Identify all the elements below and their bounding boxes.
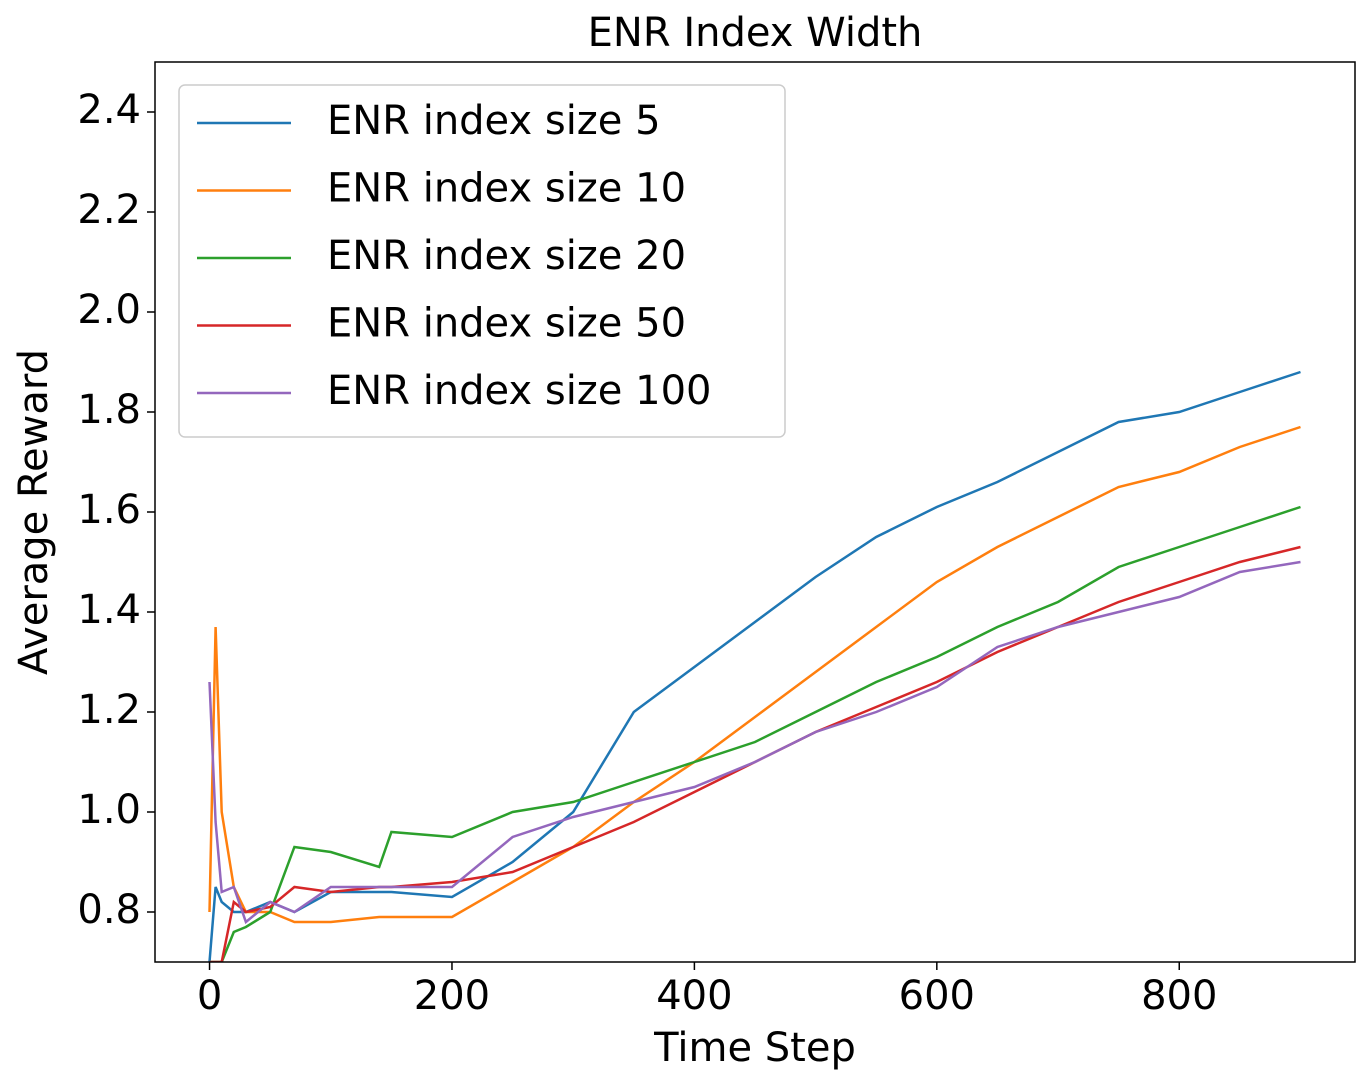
x-tick-label: 400	[656, 973, 732, 1019]
y-tick-label: 1.0	[77, 787, 141, 833]
x-tick-label: 200	[414, 973, 490, 1019]
x-axis-label: Time Step	[653, 1025, 856, 1071]
y-tick-label: 2.2	[77, 187, 141, 233]
legend-label: ENR index size 50	[327, 301, 686, 347]
y-tick-label: 1.8	[77, 387, 141, 433]
y-tick-label: 0.8	[77, 887, 141, 933]
plot-lines	[208, 370, 1301, 962]
series-line	[208, 560, 1301, 925]
legend-label: ENR index size 5	[327, 98, 661, 144]
legend-box	[178, 84, 786, 438]
y-axis-label: Average Reward	[11, 349, 57, 675]
legend-label: ENR index size 20	[327, 233, 686, 279]
y-tick-label: 1.4	[77, 587, 141, 633]
x-tick-label: 0	[197, 973, 222, 1019]
series-line	[208, 370, 1301, 962]
legend-label: ENR index size 100	[327, 368, 711, 414]
y-tick-label: 1.6	[77, 487, 141, 533]
y-tick-label: 2.4	[77, 87, 141, 133]
plot-frame	[154, 61, 1356, 963]
y-tick-label: 2.0	[77, 287, 141, 333]
chart-title: ENR Index Width	[588, 10, 923, 56]
series-line	[209, 545, 1301, 962]
x-tick-label: 800	[1141, 973, 1217, 1019]
series-line	[208, 425, 1301, 924]
x-tick-label: 600	[899, 973, 975, 1019]
series-line	[209, 505, 1301, 962]
y-tick-label: 1.2	[77, 687, 141, 733]
legend-label: ENR index size 10	[327, 166, 686, 212]
